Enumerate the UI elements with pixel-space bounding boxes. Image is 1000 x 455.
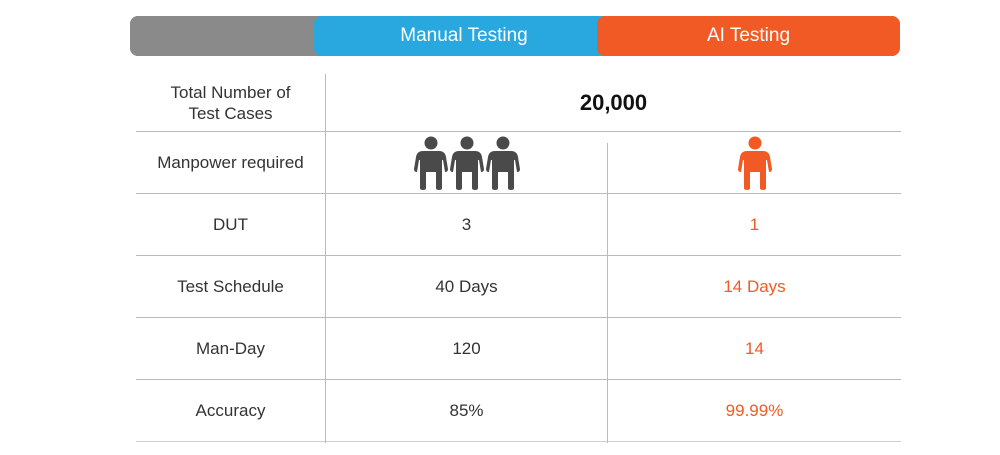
row-dut: DUT 3 1 xyxy=(136,194,901,256)
person-icon xyxy=(413,136,448,190)
ai-people-group xyxy=(737,136,772,190)
manual-value: 3 xyxy=(461,214,472,234)
row-label: Total Number of Test Cases xyxy=(136,74,325,131)
label-line-2: Test Cases xyxy=(188,103,273,123)
header-ai-testing: AI Testing xyxy=(597,16,900,56)
manual-value: 40 Days xyxy=(435,276,498,296)
column-divider-left xyxy=(325,74,326,443)
ai-value: 1 xyxy=(749,214,760,234)
ai-value: 99.99% xyxy=(725,400,784,420)
comparison-table: Total Number of Test Cases 20,000 Manpow… xyxy=(136,74,901,442)
manual-value: 85% xyxy=(449,400,484,420)
person-icon xyxy=(485,136,520,190)
ai-value: 14 xyxy=(745,338,764,358)
row-total-test-cases: Total Number of Test Cases 20,000 xyxy=(136,74,901,132)
header-manual-testing: Manual Testing xyxy=(314,16,614,56)
label-line-1: Total Number of xyxy=(170,82,291,102)
row-manpower: Manpower required xyxy=(136,132,901,194)
row-label: Accuracy xyxy=(195,401,266,420)
row-man-day: Man-Day 120 14 xyxy=(136,318,901,380)
header-bar: Manual Testing AI Testing xyxy=(130,16,900,56)
ai-value: 14 Days xyxy=(723,276,786,296)
row-label: Test Schedule xyxy=(177,277,284,296)
person-icon xyxy=(449,136,484,190)
row-label: Man-Day xyxy=(196,339,265,358)
person-icon xyxy=(737,136,772,190)
manual-manpower xyxy=(326,132,607,193)
total-test-cases-value: 20,000 xyxy=(579,89,648,115)
header-blank xyxy=(130,16,314,56)
column-divider-right xyxy=(607,143,608,443)
row-test-schedule: Test Schedule 40 Days 14 Days xyxy=(136,256,901,318)
row-label: DUT xyxy=(213,215,248,234)
row-accuracy: Accuracy 85% 99.99% xyxy=(136,380,901,442)
manual-value: 120 xyxy=(452,338,481,358)
manual-people-group xyxy=(413,136,520,190)
ai-manpower xyxy=(608,132,901,193)
row-label: Manpower required xyxy=(157,153,304,172)
